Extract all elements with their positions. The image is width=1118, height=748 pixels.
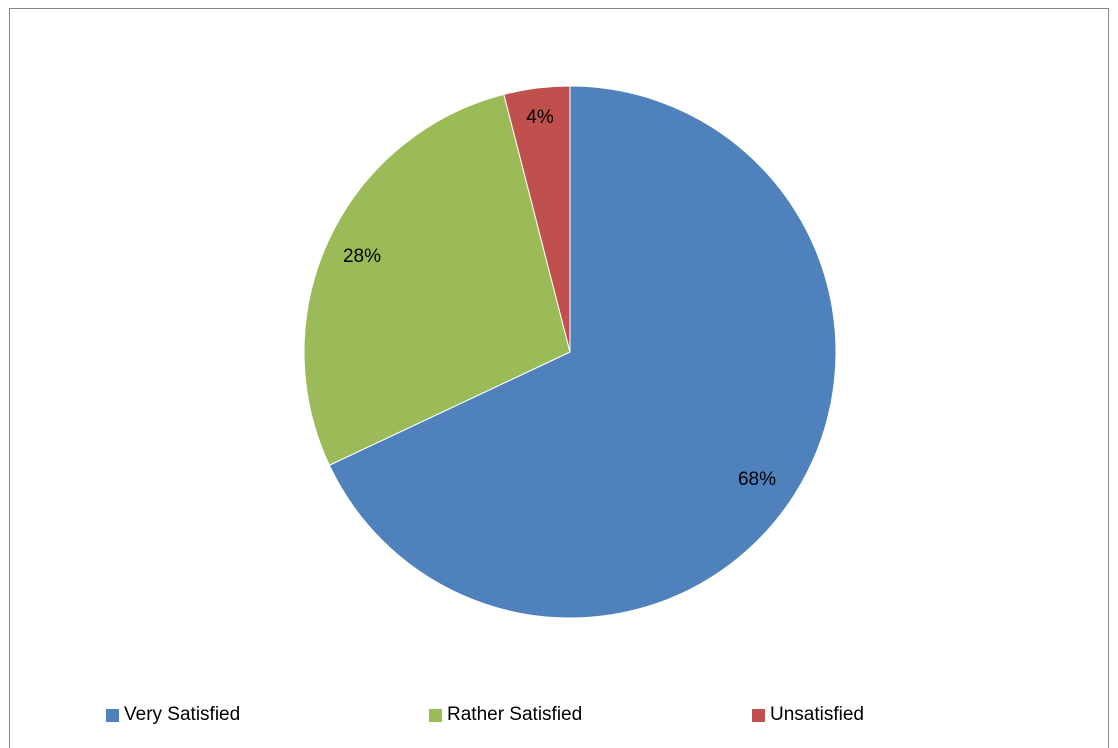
legend-swatch-very-satisfied (106, 708, 119, 722)
legend-swatch-unsatisfied (752, 708, 765, 722)
pie-slice-very-satisfied (328, 85, 837, 619)
data-label-rather-satisfied: 28% (343, 246, 381, 267)
pie-slice-rather-satisfied (303, 93, 571, 466)
legend-label-rather-satisfied: Rather Satisfied (447, 704, 583, 725)
pie-slice-unsatisfied (503, 85, 571, 353)
legend-swatch-rather-satisfied (429, 708, 442, 722)
legend-item-very-satisfied: Very Satisfied (106, 700, 240, 730)
legend-item-unsatisfied: Unsatisfied (752, 700, 864, 730)
data-label-very-satisfied: 68% (738, 469, 776, 490)
chart-legend: Very Satisfied Rather Satisfied Unsatisf… (0, 700, 1118, 730)
legend-item-rather-satisfied: Rather Satisfied (429, 700, 582, 730)
legend-label-unsatisfied: Unsatisfied (770, 704, 864, 725)
data-label-unsatisfied: 4% (526, 107, 554, 128)
legend-label-very-satisfied: Very Satisfied (124, 704, 241, 725)
